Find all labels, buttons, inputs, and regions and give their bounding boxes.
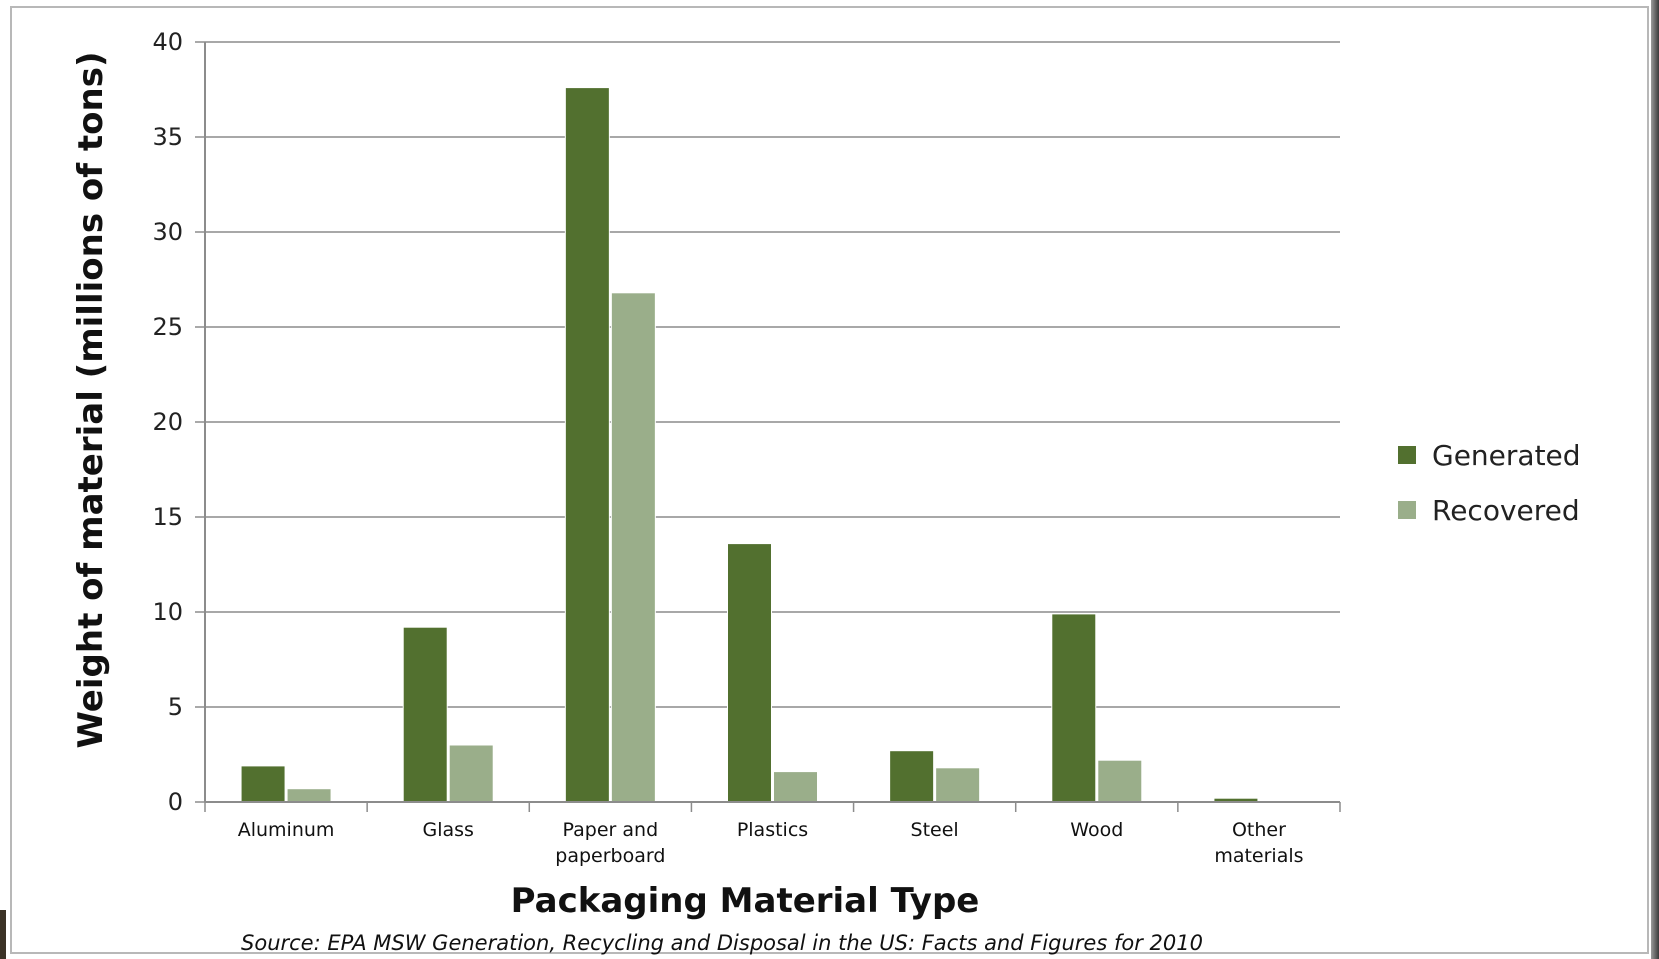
bar-generated: [727, 543, 772, 803]
bar-recovered: [935, 767, 981, 803]
x-axis-title: Packaging Material Type: [511, 881, 980, 921]
x-tick-label: Aluminum: [238, 819, 335, 841]
legend-swatch-generated: [1398, 446, 1416, 464]
x-tick-label: paperboard: [555, 845, 665, 867]
x-tick-label: Glass: [422, 819, 473, 841]
bar-generated: [240, 765, 286, 803]
gridlines: [205, 41, 1340, 708]
right-edge-strip: [1651, 0, 1659, 959]
x-tick-label: materials: [1214, 845, 1303, 867]
bar-recovered: [610, 292, 656, 803]
y-axis-title: Weight of material (millions of tons): [71, 52, 111, 749]
y-tick-label: 0: [168, 788, 183, 816]
bar-generated: [402, 626, 448, 803]
y-tick-label: 20: [152, 408, 183, 436]
bar-recovered: [1097, 759, 1143, 803]
bar-recovered: [286, 788, 332, 803]
bars: [240, 87, 1259, 803]
axes: [195, 41, 1341, 812]
legend-swatch-recovered: [1398, 501, 1416, 519]
y-tick-label: 15: [152, 503, 183, 531]
legend-label-recovered: Recovered: [1432, 494, 1580, 527]
y-tick-label: 5: [168, 693, 183, 721]
y-tick-label: 30: [152, 218, 183, 246]
bar-generated: [1051, 613, 1097, 803]
y-tick-label: 35: [152, 123, 183, 151]
bar-recovered: [773, 771, 818, 803]
bar-generated: [889, 750, 935, 803]
x-tick-label: Steel: [911, 819, 959, 841]
bar-generated: [564, 87, 610, 803]
legend-label-generated: Generated: [1432, 439, 1581, 472]
x-tick-label: Wood: [1070, 819, 1123, 841]
labels: 0 5 10 15 20 25 30 35 40 Aluminum Glass Paper and pa…: [152, 28, 1303, 867]
x-tick-label: Other: [1232, 819, 1286, 841]
y-tick-label: 10: [152, 598, 183, 626]
y-tick-label: 40: [152, 28, 183, 56]
left-corner-mark: [0, 910, 6, 959]
legend: Generated Recovered: [1398, 439, 1581, 527]
source-note: Source: EPA MSW Generation, Recycling an…: [241, 931, 1203, 955]
bar-recovered: [448, 744, 494, 803]
x-tick-label: Paper and: [563, 819, 659, 841]
x-tick-label: Plastics: [737, 819, 808, 841]
y-tick-label: 25: [152, 313, 183, 341]
